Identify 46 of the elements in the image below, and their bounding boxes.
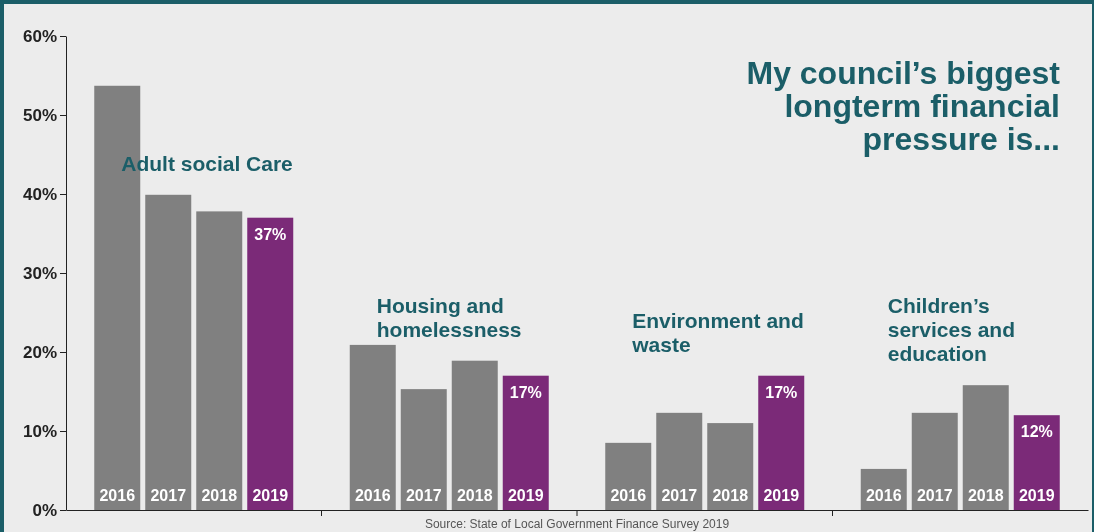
series-label: 2019	[252, 487, 289, 504]
data-label: 37%	[254, 225, 287, 243]
y-tick-label: 50%	[22, 105, 57, 125]
x-tick-label: Adult social Care	[121, 151, 293, 175]
bar	[451, 360, 498, 510]
text: 2017	[661, 487, 698, 504]
bar	[400, 389, 447, 510]
text: 2018	[967, 487, 1004, 504]
bar	[502, 375, 549, 510]
source-note: Source: State of Local Government Finance Survey 2019	[424, 517, 730, 531]
text: 2017	[405, 487, 442, 504]
bar	[911, 412, 958, 510]
x-tick-label: Housing and homelessness	[376, 293, 522, 341]
text: 2018	[456, 487, 493, 504]
text: 2016	[865, 487, 902, 504]
data-label: 17%	[509, 383, 542, 401]
bar	[145, 194, 192, 510]
bar	[707, 423, 754, 510]
bar	[656, 412, 703, 510]
series-label: 2016	[99, 487, 136, 504]
bar	[758, 375, 805, 510]
data-label: 17%	[765, 383, 798, 401]
bar	[349, 344, 396, 510]
series-label: 2018	[201, 487, 238, 504]
text: 2019	[763, 487, 800, 504]
y-tick-label: 20%	[22, 342, 57, 362]
text: 2019	[507, 487, 544, 504]
bar	[247, 217, 294, 510]
text: My council’s biggest longterm financial pressure is...	[746, 55, 1061, 157]
x-tick-label: Environment and waste	[631, 308, 804, 356]
series-label: 2017	[150, 487, 187, 504]
bar	[962, 385, 1009, 510]
y-tick-label: 0%	[32, 500, 57, 520]
y-tick-label: 40%	[22, 184, 57, 204]
y-tick-label: 10%	[22, 421, 57, 441]
x-tick-label: Children’s services and education	[887, 294, 1016, 366]
text: 2016	[354, 487, 391, 504]
text: 2018	[712, 487, 749, 504]
text: 2016	[610, 487, 647, 504]
y-tick-label: 60%	[22, 26, 57, 46]
text: 2019	[1018, 487, 1055, 504]
text: 2017	[916, 487, 953, 504]
bar	[605, 442, 652, 510]
data-label: 12%	[1020, 423, 1053, 441]
y-tick-label: 30%	[22, 263, 57, 283]
bar	[196, 211, 243, 510]
